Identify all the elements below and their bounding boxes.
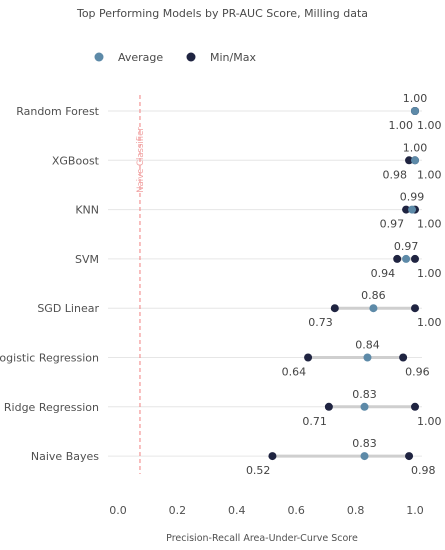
category-label: SGD Linear — [37, 302, 99, 315]
min-marker — [402, 205, 411, 214]
min-value-label: 0.97 — [380, 218, 405, 231]
max-value-label: 1.00 — [417, 218, 442, 231]
min-value-label: 1.00 — [389, 119, 414, 132]
max-marker — [411, 304, 419, 313]
average-marker — [408, 205, 417, 214]
min-marker — [393, 254, 402, 263]
average-marker — [360, 452, 369, 461]
average-marker — [363, 353, 372, 362]
category-label: XGBoost — [52, 154, 100, 167]
average-value-label: 1.00 — [403, 141, 428, 154]
row-sgd-linear: SGD Linear 0.86 0.73 1.00 — [37, 289, 441, 329]
average-marker — [360, 402, 369, 411]
x-tick-label: 0.6 — [287, 504, 305, 517]
average-value-label: 0.83 — [352, 388, 377, 401]
row-naive-bayes: Naive Bayes 0.83 0.52 0.98 — [31, 437, 436, 477]
average-value-label: 1.00 — [403, 92, 428, 105]
max-value-label: 1.00 — [417, 316, 442, 329]
row-ridge-regression: Ridge Regression 0.83 0.71 1.00 — [4, 388, 442, 428]
average-value-label: 0.86 — [361, 289, 386, 302]
legend-minmax-label: Min/Max — [210, 51, 256, 64]
grid-lines — [108, 110, 422, 457]
min-value-label: 0.71 — [302, 415, 327, 428]
min-value-label: 0.52 — [246, 464, 271, 477]
min-value-label: 0.98 — [383, 168, 408, 181]
average-marker — [411, 107, 419, 115]
min-marker — [330, 304, 339, 313]
max-value-label: 1.00 — [417, 168, 442, 181]
average-value-label: 0.99 — [400, 191, 425, 204]
row-xgboost: XGBoost 1.00 0.98 1.00 — [52, 141, 442, 181]
row-logistic-regression: Logistic Regression 0.84 0.64 0.96 — [0, 339, 430, 379]
row-svm: SVM 0.97 0.94 1.00 — [75, 240, 442, 280]
average-marker — [402, 254, 411, 263]
legend-average-label: Average — [118, 51, 163, 64]
max-value-label: 1.00 — [417, 119, 442, 132]
max-value-label: 0.98 — [411, 464, 436, 477]
legend: Average Min/Max — [94, 51, 256, 64]
legend-minmax-marker — [186, 52, 196, 62]
average-value-label: 0.83 — [352, 437, 377, 450]
max-value-label: 1.00 — [417, 415, 442, 428]
max-value-label: 1.00 — [417, 267, 442, 280]
max-marker — [411, 254, 419, 263]
category-label: Naive Bayes — [31, 450, 99, 463]
category-label: SVM — [75, 253, 99, 266]
max-marker — [405, 452, 414, 461]
max-marker — [411, 402, 419, 411]
x-axis-label: Precision-Recall Area-Under-Curve Score — [166, 533, 358, 544]
min-marker — [405, 156, 414, 165]
category-label: Logistic Regression — [0, 352, 99, 365]
min-value-label: 0.94 — [371, 267, 396, 280]
min-marker — [268, 452, 277, 461]
naive-classifier-label: Naive Classifier — [136, 127, 146, 193]
min-marker — [304, 353, 313, 362]
min-value-label: 0.73 — [308, 316, 333, 329]
category-label: KNN — [75, 204, 99, 217]
x-tick-label: 0.0 — [109, 504, 127, 517]
average-marker — [411, 156, 419, 165]
x-axis-ticks: 0.0 0.2 0.4 0.6 0.8 1.0 — [109, 504, 424, 517]
x-tick-label: 0.2 — [169, 504, 187, 517]
category-label: Random Forest — [16, 105, 99, 118]
average-value-label: 0.97 — [394, 240, 419, 253]
average-marker — [369, 304, 378, 313]
max-marker — [399, 353, 408, 362]
row-knn: KNN 0.99 0.97 1.00 — [75, 191, 441, 231]
chart-title: Top Performing Models by PR-AUC Score, M… — [76, 7, 368, 20]
x-tick-label: 0.8 — [347, 504, 365, 517]
x-tick-label: 0.4 — [228, 504, 246, 517]
legend-average-marker — [94, 52, 104, 62]
category-label: Ridge Regression — [4, 401, 99, 414]
min-value-label: 0.64 — [282, 366, 307, 379]
x-tick-label: 1.0 — [406, 504, 424, 517]
min-marker — [324, 402, 333, 411]
max-value-label: 0.96 — [405, 366, 430, 379]
average-value-label: 0.84 — [355, 339, 380, 352]
